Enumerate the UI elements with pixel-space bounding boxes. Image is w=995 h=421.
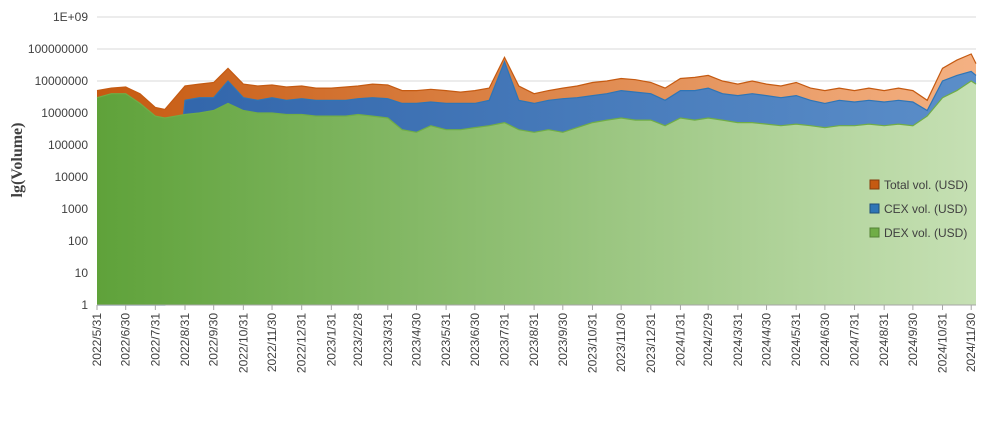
x-tick-label: 2023/2/28 — [351, 313, 365, 367]
x-tick-label: 2022/11/30 — [265, 313, 279, 372]
x-tick-label: 2022/6/30 — [119, 313, 133, 367]
legend-entry: DEX vol. (USD) — [884, 226, 967, 240]
x-tick-label: 2022/10/31 — [236, 313, 250, 373]
legend-swatch — [869, 203, 880, 214]
y-tick-label: 1E+09 — [53, 10, 88, 24]
x-tick-label: 2023/4/30 — [409, 313, 423, 367]
x-tick-label: 2022/7/31 — [148, 313, 162, 367]
x-tick-label: 2024/4/30 — [760, 313, 774, 367]
y-tick-label: 1000 — [61, 202, 88, 216]
legend-entry: CEX vol. (USD) — [884, 202, 967, 216]
x-tick-label: 2023/5/31 — [439, 313, 453, 367]
legend-entry: Total vol. (USD) — [884, 178, 968, 192]
x-tick-label: 2024/10/31 — [936, 313, 950, 373]
y-tick-label: 1000000 — [41, 106, 88, 120]
x-tick-label: 2023/7/31 — [497, 313, 511, 367]
x-tick-label: 2022/9/30 — [207, 313, 221, 367]
series-areas — [96, 53, 977, 306]
x-tick-label: 2022/5/31 — [90, 313, 104, 367]
total-line — [96, 53, 977, 111]
x-tick-label: 2022/12/31 — [295, 313, 309, 373]
legend: Total vol. (USD) CEX vol. (USD) DEX vol. (… — [869, 178, 968, 240]
x-tick-label: 2023/6/30 — [468, 313, 482, 367]
x-tick-label: 2023/12/31 — [644, 313, 658, 373]
y-tick-label: 1 — [81, 298, 88, 312]
x-tick-label: 2024/11/30 — [964, 313, 978, 372]
x-tick-label: 2023/8/31 — [527, 313, 541, 367]
x-tick-label: 2023/3/31 — [381, 313, 395, 367]
cex-line — [97, 60, 977, 306]
y-tick-label: 10 — [75, 266, 89, 280]
x-tick-label: 2024/2/29 — [701, 313, 715, 367]
y-tick-label: 10000 — [55, 170, 89, 184]
x-tick-label: 2023/10/31 — [585, 313, 599, 373]
legend-swatch — [869, 227, 880, 238]
x-tick-label: 2024/3/31 — [731, 313, 745, 367]
y-tick-label: 100000 — [48, 138, 88, 152]
y-tick-label: 10000000 — [35, 74, 89, 88]
x-tick-label: 2023/1/31 — [324, 313, 338, 367]
x-tick-label: 2024/6/30 — [818, 313, 832, 367]
x-tick-label: 2023/11/30 — [614, 313, 628, 372]
x-tick-label: 2024/8/31 — [877, 313, 891, 367]
x-tick-label: 2024/5/31 — [789, 313, 803, 367]
y-tick-label: 100000000 — [28, 42, 88, 56]
axes: 1 10 100 1000 10000 100000 1000000 10000000 1000… — [28, 10, 978, 373]
x-tick-label: 2024/7/31 — [848, 313, 862, 367]
x-tick-label: 2022/8/31 — [178, 313, 192, 367]
dex-area — [97, 81, 976, 305]
y-axis-label: lg(Volume) — [9, 123, 26, 198]
legend-swatch — [869, 179, 880, 190]
dex-line — [96, 80, 977, 133]
y-tick-label: 100 — [68, 234, 88, 248]
x-tick-label: 2024/9/30 — [906, 313, 920, 367]
x-tick-label: 2024/1/31 — [673, 313, 687, 367]
x-tick-label: 2023/9/30 — [556, 313, 570, 367]
